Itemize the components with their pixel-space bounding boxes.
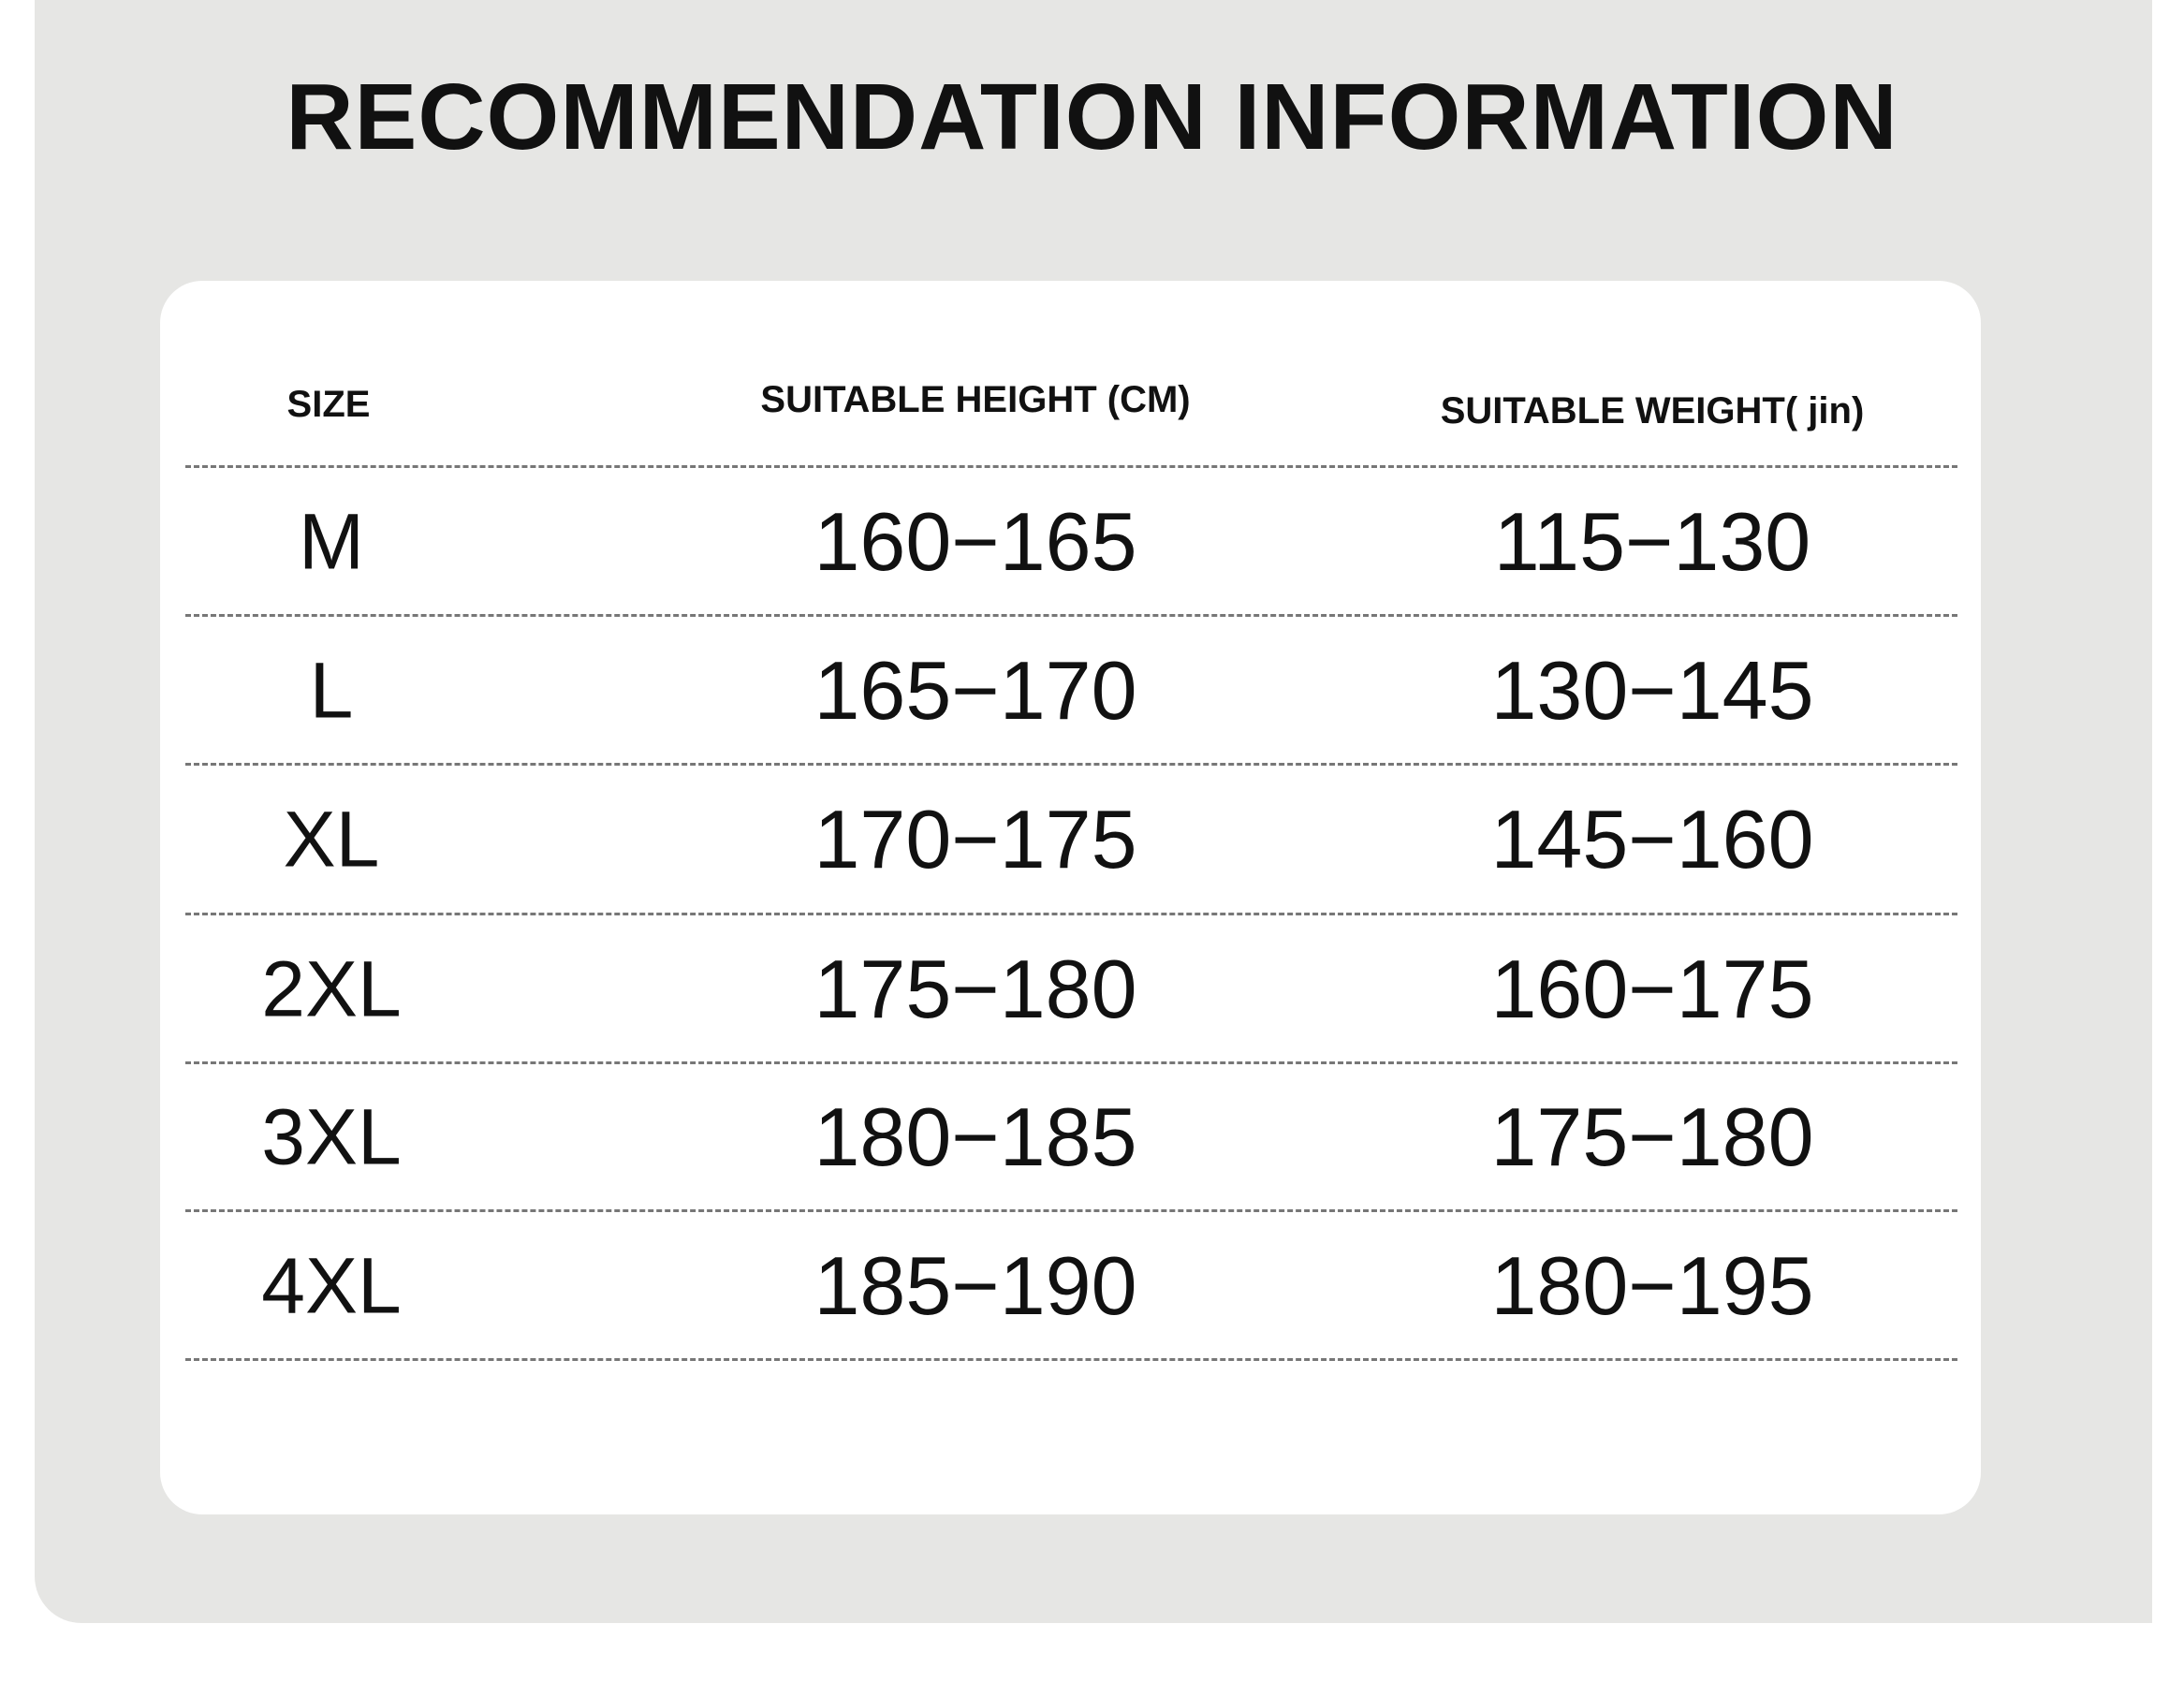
size-cell: 3XL bbox=[261, 1092, 402, 1181]
weight-cell: 130−145 bbox=[1490, 643, 1814, 737]
height-cell: 185−190 bbox=[814, 1238, 1137, 1332]
size-cell: XL bbox=[283, 795, 380, 884]
header-size: SIZE bbox=[286, 384, 371, 425]
row-divider bbox=[185, 913, 1957, 915]
row-divider bbox=[185, 1358, 1957, 1361]
header-weight: SUITABLE WEIGHT( jin) bbox=[1440, 390, 1865, 431]
height-cell: 165−170 bbox=[814, 643, 1137, 737]
page-title: RECOMMENDATION INFORMATION bbox=[286, 65, 1898, 169]
height-cell: 175−180 bbox=[814, 942, 1137, 1035]
height-cell: 160−165 bbox=[814, 494, 1137, 588]
row-divider bbox=[185, 614, 1957, 617]
row-divider bbox=[185, 1209, 1957, 1212]
row-divider bbox=[185, 465, 1957, 468]
weight-cell: 175−180 bbox=[1490, 1090, 1814, 1183]
weight-cell: 115−130 bbox=[1493, 494, 1811, 588]
size-cell: 4XL bbox=[261, 1241, 402, 1329]
weight-cell: 180−195 bbox=[1490, 1238, 1814, 1332]
weight-cell: 160−175 bbox=[1490, 942, 1814, 1035]
row-divider bbox=[185, 1061, 1957, 1064]
size-table-card bbox=[160, 281, 1981, 1514]
header-height: SUITABLE HEIGHT (CM) bbox=[760, 379, 1191, 420]
size-cell: L bbox=[309, 646, 354, 734]
height-cell: 180−185 bbox=[814, 1090, 1137, 1183]
size-cell: 2XL bbox=[261, 944, 402, 1032]
size-cell: M bbox=[299, 497, 364, 585]
row-divider bbox=[185, 763, 1957, 766]
height-cell: 170−175 bbox=[814, 793, 1137, 885]
weight-cell: 145−160 bbox=[1490, 793, 1814, 885]
